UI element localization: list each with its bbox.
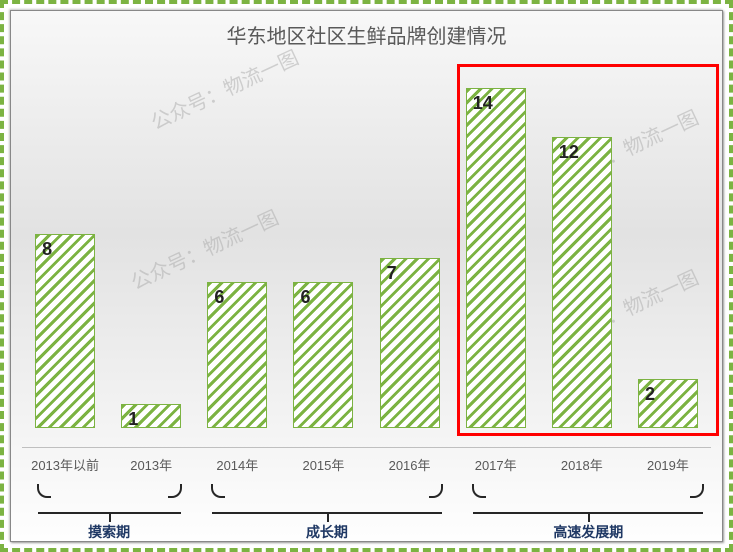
x-label: 2013年 [108,455,194,474]
x-label: 2019年 [625,455,711,474]
phase-brace [38,490,181,514]
bar: 6 [293,282,353,428]
bar-slot: 1 [108,64,194,428]
bar-slot: 8 [22,64,108,428]
bar: 8 [35,234,95,428]
chart-frame: 华东地区社区生鲜品牌创建情况 公众号：物流一图公众号：物流一图公众号：物流一图公… [0,0,733,552]
phase-label: 高速发展期 [553,522,623,542]
bar-value-label: 1 [128,409,138,430]
x-label: 2014年 [194,455,280,474]
x-label: 2013年以前 [22,455,108,474]
bar: 1 [121,404,181,428]
bar-value-label: 6 [300,287,310,308]
x-label: 2018年 [539,455,625,474]
chart-title: 华东地区社区生鲜品牌创建情况 [4,20,729,49]
x-label: 2015年 [280,455,366,474]
phase-brace [473,490,703,514]
x-axis [22,447,711,448]
phase-brace [212,490,442,514]
bar-slot: 6 [280,64,366,428]
bar-slot: 7 [367,64,453,428]
phase-label: 摸索期 [88,522,130,542]
highlight-box [457,64,719,436]
bar-value-label: 7 [387,263,397,284]
x-label: 2016年 [367,455,453,474]
phase-label: 成长期 [306,522,348,542]
bar: 7 [380,258,440,428]
plot-area: 8166714122 [22,64,711,428]
bar-value-label: 8 [42,239,52,260]
bar: 6 [207,282,267,428]
bar-slot: 6 [194,64,280,428]
x-axis-labels: 2013年以前2013年2014年2015年2016年2017年2018年201… [22,455,711,474]
bar-value-label: 6 [214,287,224,308]
x-label: 2017年 [453,455,539,474]
